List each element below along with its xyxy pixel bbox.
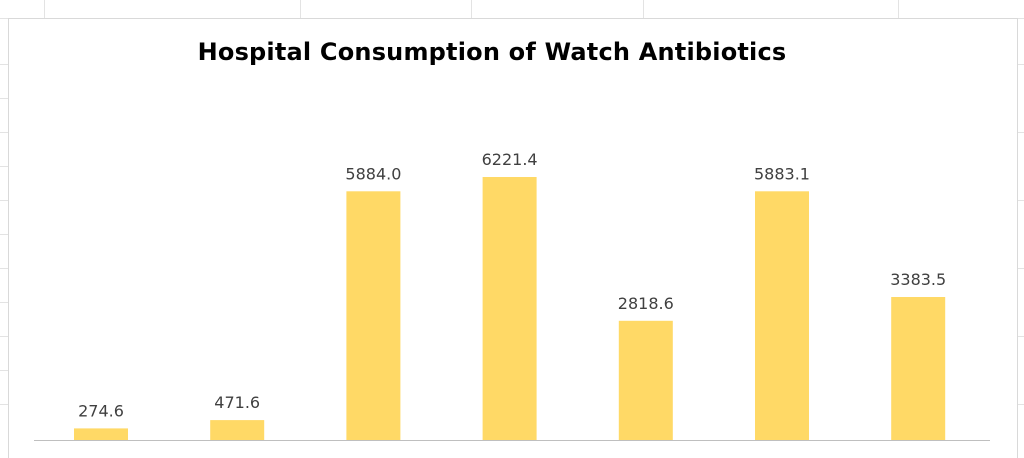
data-label-2: 471.6 (214, 393, 260, 412)
bar-4[interactable] (482, 177, 537, 440)
chart-title: Hospital Consumption of Watch Antibiotic… (197, 38, 787, 66)
bar-7[interactable] (891, 297, 946, 440)
data-label-3: 5884.0 (345, 164, 401, 183)
bar-5[interactable] (618, 320, 673, 440)
bar-6[interactable] (755, 191, 809, 440)
data-label-5: 2818.6 (618, 294, 674, 313)
bar-3[interactable] (346, 191, 401, 440)
bar-2[interactable] (210, 420, 265, 440)
data-label-7: 3383.5 (890, 270, 946, 289)
data-label-1: 274.6 (78, 401, 124, 420)
data-label-4: 6221.4 (482, 150, 538, 169)
bar-1[interactable] (74, 428, 128, 440)
data-label-6: 5883.1 (754, 164, 810, 183)
